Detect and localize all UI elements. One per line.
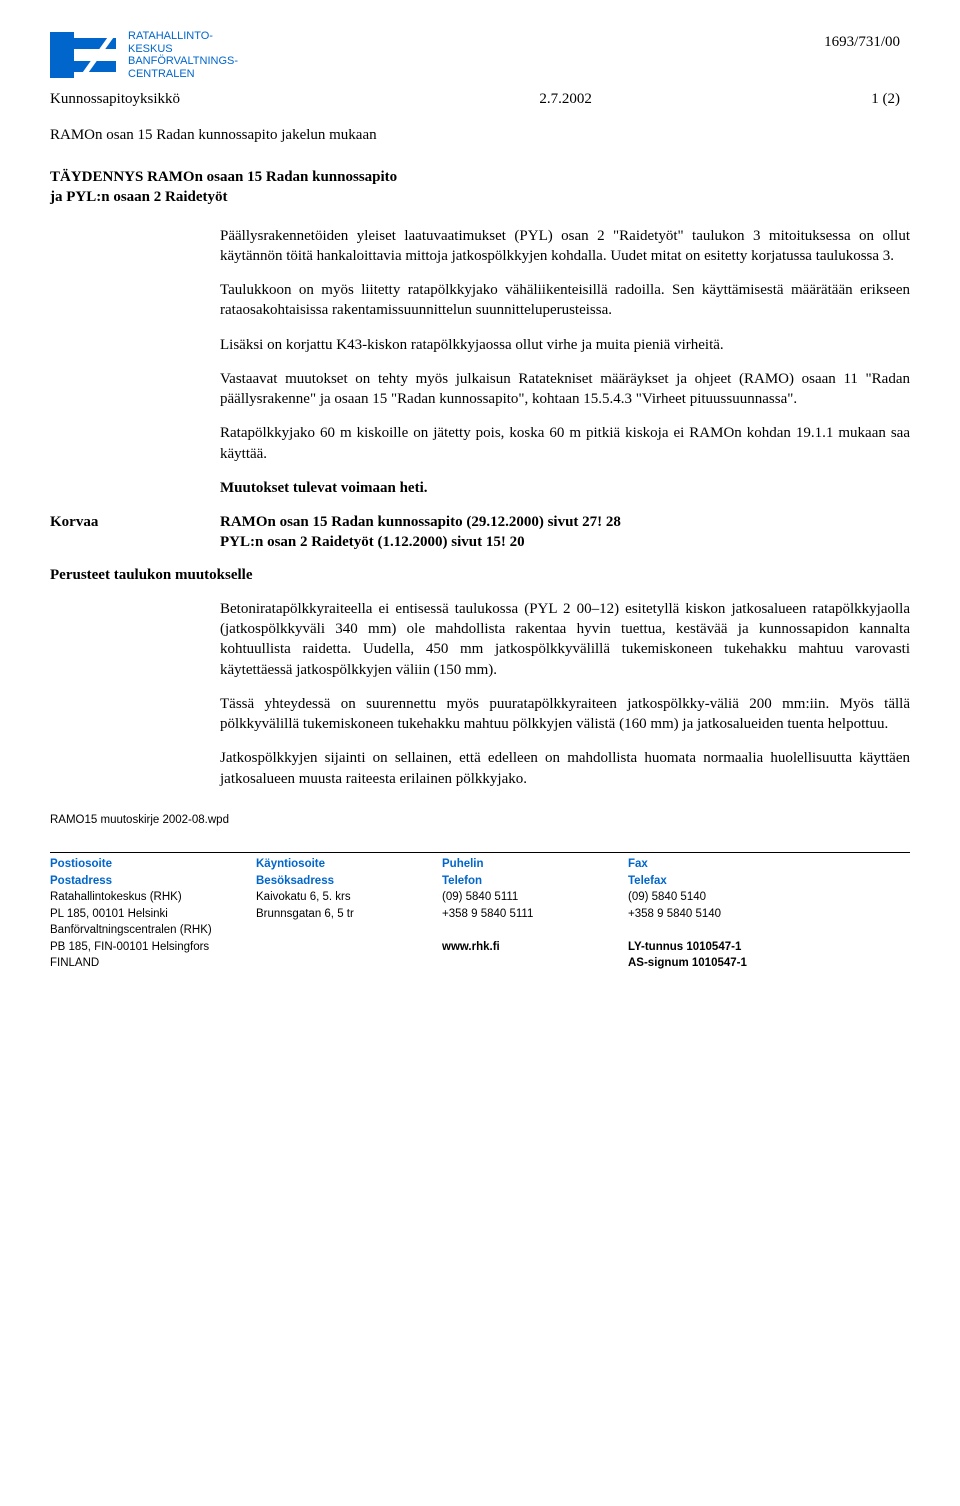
footer-cell bbox=[628, 923, 910, 939]
paragraph: Vastaavat muutokset on tehty myös julkai… bbox=[220, 369, 910, 410]
page-number: 1 (2) bbox=[871, 89, 910, 109]
footer-head: Besöksadress bbox=[256, 874, 436, 890]
footer-url: www.rhk.fi bbox=[442, 940, 622, 956]
footer-cell: AS-signum 1010547-1 bbox=[628, 956, 910, 972]
replaces-label: Korvaa bbox=[50, 512, 220, 553]
footer-grid: Postiosoite Käyntiosoite Puhelin Fax Pos… bbox=[50, 857, 910, 972]
footer-cell: Banförvaltningscentralen (RHK) bbox=[50, 923, 250, 939]
paragraph: Taulukkoon on myös liitetty ratapölkkyja… bbox=[220, 280, 910, 321]
footer-head: Telefon bbox=[442, 874, 622, 890]
footer-cell bbox=[256, 956, 436, 972]
paragraph: Ratapölkkyjako 60 m kiskoille on jätetty… bbox=[220, 423, 910, 464]
footer-cell: +358 9 5840 5111 bbox=[442, 907, 622, 923]
document-date: 2.7.2002 bbox=[539, 89, 592, 109]
footer-head: Postadress bbox=[50, 874, 250, 890]
paragraph: Betoniratapölkkyraiteella ei entisessä t… bbox=[220, 599, 910, 680]
footer-head: Puhelin bbox=[442, 857, 622, 873]
footer-cell: +358 9 5840 5140 bbox=[628, 907, 910, 923]
body-block: Betoniratapölkkyraiteella ei entisessä t… bbox=[220, 599, 910, 789]
footer-head: Fax bbox=[628, 857, 910, 873]
header: RATAHALLINTO- KESKUS BANFÖRVALTNINGS- CE… bbox=[50, 30, 910, 81]
footer-cell: PL 185, 00101 Helsinki bbox=[50, 907, 250, 923]
footer-cell: Ratahallintokeskus (RHK) bbox=[50, 890, 250, 906]
footer-cell: (09) 5840 5111 bbox=[442, 890, 622, 906]
logo-text: RATAHALLINTO- KESKUS BANFÖRVALTNINGS- CE… bbox=[128, 30, 238, 81]
body-block: Päällysrakennetöiden yleiset laatuvaatim… bbox=[220, 226, 910, 499]
meta-row: Kunnossapitoyksikkö 2.7.2002 1 (2) bbox=[50, 89, 910, 109]
logo-line: KESKUS bbox=[128, 43, 238, 56]
logo-line: RATAHALLINTO- bbox=[128, 30, 238, 43]
footer-head: Käyntiosoite bbox=[256, 857, 436, 873]
footer-cell: (09) 5840 5140 bbox=[628, 890, 910, 906]
footer-filename: RAMO15 muutoskirje 2002-08.wpd bbox=[50, 813, 910, 829]
replaces-line: PYL:n osan 2 Raidetyöt (1.12.2000) sivut… bbox=[220, 532, 910, 552]
footer-cell: PB 185, FIN-00101 Helsingfors bbox=[50, 940, 250, 956]
paragraph: Päällysrakennetöiden yleiset laatuvaatim… bbox=[220, 226, 910, 267]
footer-cell bbox=[442, 923, 622, 939]
footer-head: Postiosoite bbox=[50, 857, 250, 873]
paragraph: Tässä yhteydessä on suurennettu myös puu… bbox=[220, 694, 910, 735]
footer-cell bbox=[442, 956, 622, 972]
logo-line: BANFÖRVALTNINGS- bbox=[128, 55, 238, 68]
paragraph-bold: Muutokset tulevat voimaan heti. bbox=[220, 478, 910, 498]
paragraph: Lisäksi on korjattu K43-kiskon ratapölkk… bbox=[220, 335, 910, 355]
unit-name: Kunnossapitoyksikkö bbox=[50, 89, 180, 109]
footer-cell bbox=[256, 923, 436, 939]
replaces-body: RAMOn osan 15 Radan kunnossapito (29.12.… bbox=[220, 512, 910, 553]
footer-cell: FINLAND bbox=[50, 956, 250, 972]
title-line: ja PYL:n osaan 2 Raidetyöt bbox=[50, 187, 910, 207]
replaces-line: RAMOn osan 15 Radan kunnossapito (29.12.… bbox=[220, 512, 910, 532]
paragraph: Jatkospölkkyjen sijainti on sellainen, e… bbox=[220, 748, 910, 789]
replaces-row: Korvaa RAMOn osan 15 Radan kunnossapito … bbox=[50, 512, 910, 553]
document-reference: 1693/731/00 bbox=[824, 30, 910, 52]
distribution-line: RAMOn osan 15 Radan kunnossapito jakelun… bbox=[50, 125, 910, 145]
footer-cell: Brunnsgatan 6, 5 tr bbox=[256, 907, 436, 923]
footer-cell bbox=[256, 940, 436, 956]
title-line: TÄYDENNYS RAMOn osaan 15 Radan kunnossap… bbox=[50, 167, 910, 187]
logo-line: CENTRALEN bbox=[128, 68, 238, 81]
page-footer: Postiosoite Käyntiosoite Puhelin Fax Pos… bbox=[50, 852, 910, 972]
document-title: TÄYDENNYS RAMOn osaan 15 Radan kunnossap… bbox=[50, 167, 910, 208]
footer-head: Telefax bbox=[628, 874, 910, 890]
footer-cell: LY-tunnus 1010547-1 bbox=[628, 940, 910, 956]
section-heading: Perusteet taulukon muutokselle bbox=[50, 565, 910, 585]
footer-cell: Kaivokatu 6, 5. krs bbox=[256, 890, 436, 906]
logo-block: RATAHALLINTO- KESKUS BANFÖRVALTNINGS- CE… bbox=[50, 30, 238, 81]
logo-icon bbox=[50, 32, 120, 78]
